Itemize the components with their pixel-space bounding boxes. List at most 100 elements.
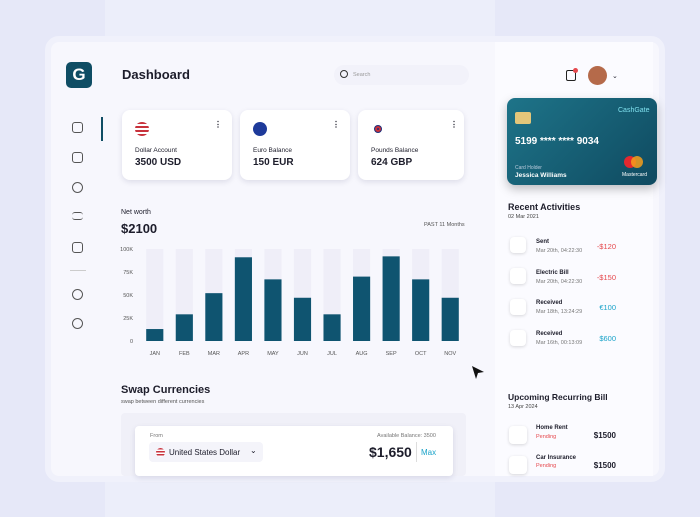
bill-name: Home Rent — [536, 425, 568, 431]
bill-status: Pending — [536, 463, 557, 469]
from-label: From — [150, 433, 163, 439]
nav-transfer[interactable] — [72, 212, 83, 220]
nav-chart[interactable] — [72, 152, 83, 163]
balance-amount: 624 GBP — [371, 157, 413, 168]
swap-title: Swap Currencies — [121, 384, 211, 396]
balance-label: Euro Balance — [253, 147, 293, 154]
activity-time: Mar 20th, 04:22:30 — [536, 248, 583, 254]
bank-card[interactable] — [507, 98, 657, 185]
x-tick-label: AUG — [356, 351, 368, 357]
card-holder-label: Card Holder — [515, 165, 542, 171]
x-tick-label: OCT — [415, 351, 427, 357]
activity-time: Mar 20th, 04:22:30 — [536, 279, 583, 285]
mc-circle — [631, 156, 643, 168]
bar — [441, 297, 459, 341]
search-box[interactable] — [334, 65, 469, 85]
card-network: Mastercard — [622, 172, 648, 178]
activity-amount: -$120 — [596, 242, 616, 251]
x-tick-label: JUN — [297, 351, 308, 357]
bill-status: Pending — [536, 434, 557, 440]
cursor — [472, 366, 484, 379]
y-tick-label: 50K — [123, 293, 133, 299]
x-tick-label: SEP — [386, 351, 397, 357]
activity-name: Electric Bill — [536, 270, 569, 276]
flag-us — [135, 122, 149, 136]
nav-support[interactable] — [72, 318, 83, 329]
nav-cards[interactable] — [72, 242, 83, 253]
swap-amount: $1,650 — [369, 444, 412, 460]
x-tick-label: NOV — [444, 351, 456, 357]
bills-title: Upcoming Recurring Bill — [508, 392, 608, 402]
avatar[interactable] — [588, 66, 607, 85]
activity-name: Received — [536, 300, 563, 306]
bar — [205, 293, 223, 341]
card-chip — [515, 112, 531, 124]
bill-name: Car Insurance — [536, 455, 577, 461]
recent-date: 02 Mar 2021 — [508, 214, 539, 220]
x-tick-label: FEB — [179, 351, 190, 357]
activity-icon — [510, 268, 526, 284]
currency-name: United States Dollar — [169, 448, 241, 457]
period: PAST 11 Months — [424, 222, 465, 228]
chevron: ⌄ — [250, 446, 257, 455]
net-worth-amount: $2100 — [121, 221, 158, 236]
bar — [234, 257, 252, 341]
card-holder: Jessica Williams — [515, 172, 567, 179]
avatar-menu[interactable]: ⌄ — [612, 73, 618, 80]
bar — [323, 314, 341, 341]
bar — [412, 279, 430, 341]
balance-card[interactable] — [240, 110, 350, 180]
activity-time: Mar 18th, 13:24:29 — [536, 309, 583, 315]
balance-label: Dollar Account — [135, 147, 177, 154]
bar — [382, 256, 400, 341]
flag-eu — [253, 122, 267, 136]
activity-name: Sent — [536, 239, 550, 245]
more[interactable]: ⋮ — [450, 120, 458, 129]
more[interactable]: ⋮ — [214, 120, 222, 129]
nav-savings[interactable] — [72, 182, 83, 193]
x-tick-label: APR — [238, 351, 249, 357]
bar — [293, 297, 312, 341]
card-brand: CashGate — [618, 107, 650, 114]
activity-time: Mar 16th, 00:13:09 — [536, 340, 583, 346]
nav-home[interactable] — [72, 122, 83, 133]
x-tick-label: JAN — [150, 351, 160, 357]
balance-label: Pounds Balance — [371, 147, 419, 154]
y-tick-label: 0 — [130, 339, 133, 345]
recent-title: Recent Activities — [508, 202, 581, 212]
activity-amount: $600 — [599, 334, 616, 343]
nav-settings[interactable] — [72, 289, 83, 300]
nav-divider — [70, 270, 86, 271]
bill-amount: $1500 — [593, 461, 616, 470]
max-button[interactable]: Max — [421, 448, 437, 457]
notifications[interactable] — [566, 70, 576, 81]
flag-uk — [371, 122, 385, 136]
currency-select[interactable] — [149, 442, 263, 462]
notification-dot — [573, 68, 578, 73]
swap-subtitle: swap between different currencies — [121, 399, 205, 405]
logo[interactable]: G — [66, 62, 92, 88]
balance-card[interactable] — [122, 110, 232, 180]
bar — [353, 276, 371, 341]
bar — [264, 279, 282, 341]
bar-track — [146, 249, 164, 341]
bills-date: 13 Apr 2024 — [508, 404, 538, 410]
balance-card[interactable] — [358, 110, 464, 180]
more[interactable]: ⋮ — [332, 120, 340, 129]
search-icon — [340, 70, 348, 78]
activity-icon — [510, 330, 526, 346]
x-tick-label: MAR — [208, 351, 220, 357]
y-tick-label: 25K — [123, 316, 133, 322]
net-worth-chart: 0 25K 50K 75K 100K JAN FEB MAR APR MAY JUN JUL AUG SE… — [120, 247, 459, 357]
activity-name: Received — [536, 331, 563, 337]
activity-amount: €100 — [599, 303, 616, 312]
activity-icon — [510, 299, 526, 315]
balance-amount: 3500 USD — [135, 157, 182, 168]
y-tick-label: 100K — [120, 247, 133, 253]
bar — [175, 314, 193, 341]
nav-indicator — [101, 117, 103, 141]
flag-us — [156, 448, 165, 457]
activity-amount: -$150 — [596, 273, 616, 282]
bill-icon — [509, 426, 527, 444]
